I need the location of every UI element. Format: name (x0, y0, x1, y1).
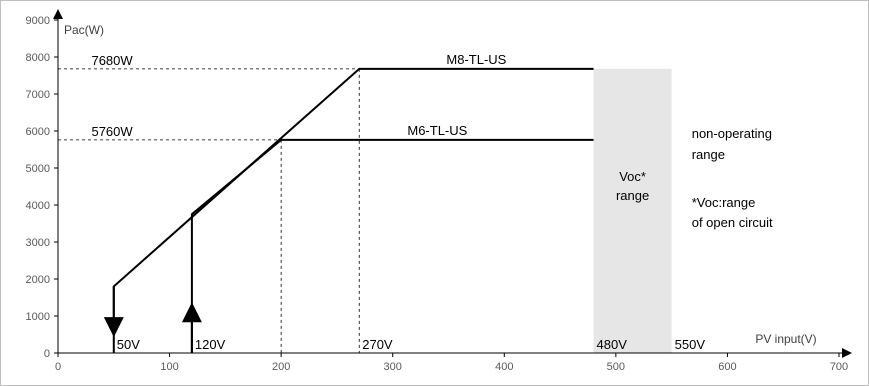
x-tick-label: 100 (160, 361, 178, 373)
y-tick-label: 2000 (26, 274, 50, 286)
y-tick-label: 9000 (26, 15, 50, 27)
non-operating-note-line2: range (692, 147, 725, 162)
voltage-label: 480V (597, 337, 628, 352)
y-tick-label: 8000 (26, 52, 50, 64)
x-tick-label: 400 (495, 361, 513, 373)
voltage-label: 550V (675, 337, 706, 352)
x-tick-label: 600 (718, 361, 736, 373)
ref-value-label: 5760W (91, 124, 133, 139)
series-line-m8-tl-us (112, 67, 594, 353)
y-tick-label: 5000 (26, 163, 50, 175)
y-tick-label: 6000 (26, 126, 50, 138)
voc-footnote: *Voc:range (692, 195, 756, 210)
series-label: M8-TL-US (446, 52, 506, 67)
voltage-label: 50V (117, 337, 140, 352)
x-axis-title: PV input(V) (755, 332, 816, 346)
voltage-label: 270V (362, 337, 393, 352)
series-line-m6-tl-us (190, 138, 594, 353)
x-tick-label: 200 (272, 361, 290, 373)
x-tick-label: 500 (607, 361, 625, 373)
y-tick-label: 7000 (26, 89, 50, 101)
y-tick-label: 3000 (26, 237, 50, 249)
voltage-label: 120V (195, 337, 226, 352)
y-axis-title: Pac(W) (64, 23, 104, 37)
x-tick-label: 300 (384, 361, 402, 373)
y-tick-label: 1000 (26, 311, 50, 323)
voc-range-label-line2: range (616, 188, 649, 203)
voc-range-label: Voc* (619, 169, 646, 184)
x-tick-label: 0 (55, 361, 61, 373)
series-label: M6-TL-US (407, 123, 467, 138)
non-operating-note: non-operating (692, 126, 772, 141)
voc-footnote-line2: of open circuit (692, 215, 773, 230)
y-tick-label: 4000 (26, 200, 50, 212)
voc-range-band (593, 68, 672, 353)
x-tick-label: 700 (830, 361, 848, 373)
ref-value-label: 7680W (91, 53, 133, 68)
y-tick-label: 0 (44, 348, 50, 360)
